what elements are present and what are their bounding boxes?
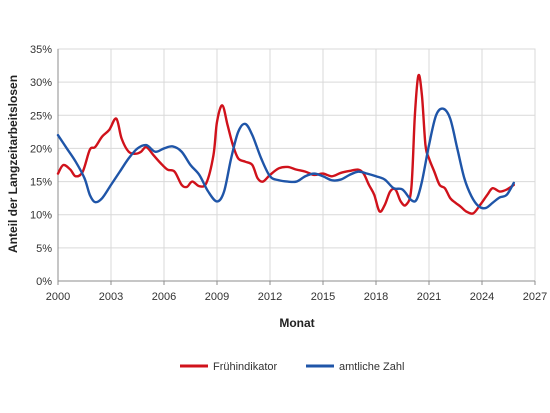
x-tick-label: 2018 bbox=[364, 291, 388, 303]
grid-lines bbox=[57, 48, 536, 282]
y-tick-label: 20% bbox=[30, 143, 52, 155]
y-tick-label: 30% bbox=[30, 77, 52, 89]
x-tick-label: 2012 bbox=[258, 291, 282, 303]
y-tick-label: 0% bbox=[36, 276, 52, 288]
plot-frame bbox=[57, 48, 536, 282]
x-tick-label: 2000 bbox=[46, 291, 70, 303]
y-tick-label: 5% bbox=[36, 243, 52, 255]
x-tick-label: 2024 bbox=[470, 291, 494, 303]
x-tick-label: 2015 bbox=[311, 291, 335, 303]
x-tick-label: 2003 bbox=[99, 291, 123, 303]
legend: Frühindikator amtliche Zahl bbox=[180, 361, 404, 373]
x-tick-label: 2006 bbox=[152, 291, 176, 303]
tick-labels: 0% 5% 10% 15% 20% 25% 30% 35% 2000 2003 2006 2009 20… bbox=[30, 44, 547, 303]
x-tick-label: 2009 bbox=[205, 291, 229, 303]
legend-label-amtliche-zahl: amtliche Zahl bbox=[339, 361, 404, 373]
y-axis-title: Anteil der Langzeitarbeitslosen bbox=[6, 75, 20, 253]
axes bbox=[57, 49, 536, 285]
legend-label-fruehindikator: Frühindikator bbox=[213, 361, 278, 373]
x-axis-title: Monat bbox=[279, 316, 314, 330]
y-tick-label: 15% bbox=[30, 177, 52, 189]
y-tick-label: 25% bbox=[30, 110, 52, 122]
series-line-fruehindikator bbox=[56, 73, 515, 215]
x-tick-label: 2027 bbox=[523, 291, 547, 303]
y-tick-label: 35% bbox=[30, 44, 52, 56]
series-line-amtliche-zahl bbox=[56, 107, 515, 210]
data-series bbox=[56, 73, 515, 215]
x-tick-label: 2021 bbox=[417, 291, 441, 303]
y-tick-label: 10% bbox=[30, 210, 52, 222]
